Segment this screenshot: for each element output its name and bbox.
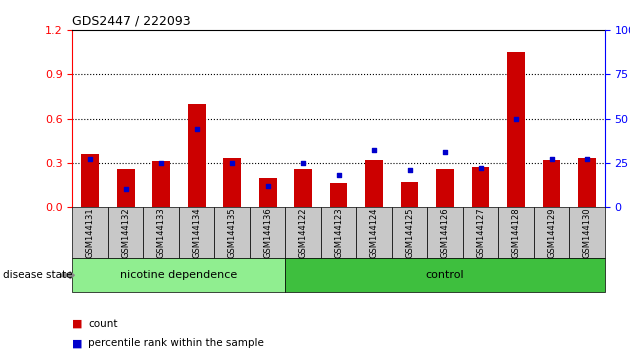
Point [85, 156, 95, 162]
Text: GSM144128: GSM144128 [512, 207, 520, 258]
Bar [294, 169, 312, 207]
Text: GSM144130: GSM144130 [583, 207, 592, 258]
Text: disease state: disease state [3, 270, 72, 280]
Bar [578, 159, 596, 207]
Text: GSM144133: GSM144133 [157, 207, 166, 258]
Point [476, 165, 486, 171]
Bar [117, 169, 135, 207]
Text: GSM144127: GSM144127 [476, 207, 485, 258]
Point [333, 172, 343, 178]
Text: GSM144126: GSM144126 [440, 207, 450, 258]
Point [120, 187, 131, 192]
Text: GSM144135: GSM144135 [227, 207, 237, 258]
Bar [188, 104, 205, 207]
Point [582, 156, 592, 162]
Text: control: control [426, 270, 464, 280]
Text: GSM144134: GSM144134 [192, 207, 201, 258]
Text: GSM144123: GSM144123 [334, 207, 343, 258]
Bar [259, 178, 277, 207]
Bar [436, 169, 454, 207]
Bar [542, 160, 561, 207]
Text: GSM144122: GSM144122 [299, 207, 307, 258]
Point [369, 148, 379, 153]
Point [511, 116, 521, 121]
Point [263, 183, 273, 189]
Point [404, 167, 415, 173]
Text: GSM144136: GSM144136 [263, 207, 272, 258]
Text: ■: ■ [72, 319, 83, 329]
Bar [472, 167, 490, 207]
Bar [152, 161, 170, 207]
Bar [507, 52, 525, 207]
Bar [81, 154, 99, 207]
Point [440, 149, 450, 155]
Text: GDS2447 / 222093: GDS2447 / 222093 [72, 14, 191, 27]
Point [546, 156, 557, 162]
Text: GSM144124: GSM144124 [370, 207, 379, 258]
Bar [365, 160, 383, 207]
Point [192, 126, 202, 132]
Bar [223, 159, 241, 207]
Text: GSM144125: GSM144125 [405, 207, 414, 258]
Point [156, 160, 166, 166]
Text: nicotine dependence: nicotine dependence [120, 270, 238, 280]
Text: count: count [88, 319, 118, 329]
Text: GSM144132: GSM144132 [121, 207, 130, 258]
Bar [329, 183, 348, 207]
Text: ■: ■ [72, 338, 83, 348]
Bar [401, 182, 418, 207]
Text: GSM144131: GSM144131 [86, 207, 94, 258]
Point [298, 160, 308, 166]
Point [227, 160, 237, 166]
Text: GSM144129: GSM144129 [547, 207, 556, 258]
Text: percentile rank within the sample: percentile rank within the sample [88, 338, 264, 348]
